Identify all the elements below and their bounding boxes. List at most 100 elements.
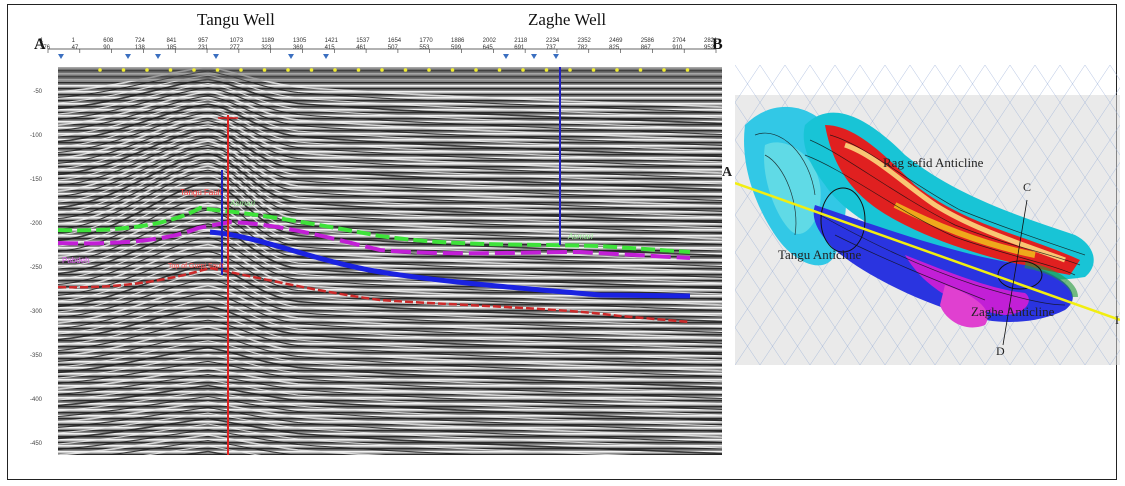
seismic-reflector	[58, 95, 722, 147]
seismic-reflector	[58, 152, 722, 224]
yellow-dot	[544, 68, 549, 72]
header-number: 2118	[514, 38, 528, 44]
seismic-reflector	[58, 298, 722, 350]
map-grid-line	[1084, 64, 1125, 126]
header-number: 1654	[387, 38, 402, 44]
depth-tick-label: -450	[29, 441, 42, 447]
seismic-reflector	[58, 115, 722, 174]
well-marker-dots	[98, 68, 690, 72]
yellow-dot	[309, 68, 314, 72]
trace-header	[47, 48, 717, 59]
seismic-reflector	[58, 384, 722, 422]
header-number: 1421	[324, 38, 338, 44]
header-number: 1770	[419, 38, 433, 44]
tangu-fault-label: Tangu Fault	[180, 188, 222, 197]
seismic-reflector	[58, 340, 722, 383]
gurpi-fault-label: Top of Gurpi Fault	[168, 263, 224, 270]
seismic-reflector	[58, 157, 722, 229]
seismic-reflector	[58, 78, 722, 125]
yellow-dot	[168, 68, 173, 72]
well-marker-icon	[503, 54, 509, 59]
yellow-dot	[145, 68, 149, 72]
seismic-reflector	[58, 271, 722, 328]
asmari-label-right: Asmari	[568, 232, 593, 241]
header-number: 2704	[672, 38, 686, 44]
map-grid-line	[1034, 64, 1125, 201]
seismic-reflector	[58, 360, 722, 400]
seismic-reflector	[58, 319, 722, 367]
trace-number: 415	[324, 45, 335, 51]
seismic-reflector	[58, 144, 722, 213]
seismic-reflector	[58, 124, 722, 185]
section-line-cd	[1002, 199, 1028, 346]
header-number: 2821	[704, 38, 718, 44]
yellow-dot	[333, 68, 337, 72]
pabdeh-label: Pabdeh	[62, 256, 90, 265]
header-number: 1073	[229, 38, 244, 44]
seismic-reflector	[58, 292, 722, 345]
trace-number: 90	[103, 45, 110, 51]
well-marker-icon	[155, 54, 161, 59]
seismic-reflector	[58, 395, 722, 433]
header-number: 2586	[640, 38, 655, 44]
yellow-dot	[450, 68, 455, 72]
trace-number: 867	[640, 45, 651, 51]
rag-sefid-label: Rag sefid Anticline	[883, 155, 984, 170]
seismic-reflector	[104, 439, 299, 455]
seismic-reflector	[58, 434, 386, 455]
yellow-dot	[121, 68, 126, 72]
header-number: 2352	[577, 38, 591, 44]
map-grid-line	[1084, 304, 1125, 366]
seismic-reflector	[58, 82, 722, 130]
seismic-reflector	[58, 237, 722, 301]
seismic-reflector	[58, 428, 496, 455]
trace-number: 507	[387, 45, 398, 51]
section-line-ab	[734, 181, 1121, 322]
header-number: 1305	[292, 38, 307, 44]
trace-number: 369	[292, 45, 303, 51]
seismic-reflector	[58, 165, 722, 240]
seismic-reflector	[58, 216, 722, 284]
header-number: 1886	[451, 38, 465, 44]
seismic-reflector	[58, 175, 722, 251]
seismic-reflector	[58, 107, 722, 163]
tangu-anticline-outline	[820, 187, 866, 253]
yellow-dot	[215, 68, 220, 72]
seismic-reflector	[58, 87, 722, 136]
yellow-dot	[591, 68, 596, 72]
seismic-reflector	[58, 209, 722, 279]
trace-number: 599	[451, 45, 462, 51]
header-number: 1537	[356, 38, 370, 44]
seismic-reflector	[58, 406, 722, 444]
header-number: 608	[103, 38, 114, 44]
yellow-dot	[638, 68, 643, 72]
zaghe-well-title: Zaghe Well	[528, 10, 607, 29]
yellow-dot	[239, 68, 243, 72]
yellow-dot	[403, 68, 408, 72]
seismic-section	[58, 67, 722, 455]
seismic-reflector	[58, 417, 722, 455]
trace-number: 782	[577, 45, 588, 51]
well-marker-icon	[531, 54, 537, 59]
yellow-dot	[497, 68, 502, 72]
header-number: 841	[166, 38, 177, 44]
green-horizon	[57, 205, 691, 254]
header-number: 1189	[261, 38, 275, 44]
seismic-reflector	[58, 136, 722, 202]
structure-map: Rag sefid Anticline Tangu Anticline Zagh…	[484, 64, 1125, 366]
depth-tick-label: -50	[33, 89, 42, 95]
header-number: 957	[198, 38, 209, 44]
seismic-reflector	[58, 390, 722, 427]
yellow-dot	[615, 68, 619, 72]
depth-tick-label: -400	[29, 397, 42, 403]
seismic-reflector	[58, 103, 722, 158]
seismic-reflector	[58, 373, 722, 411]
zaghe-anticline-outline	[997, 260, 1043, 290]
depth-tick-label: -250	[29, 265, 42, 271]
blue-horizon	[209, 229, 691, 299]
seismic-reflector	[58, 181, 722, 257]
trace-number: 825	[609, 45, 620, 51]
depth-tick-label: -150	[29, 177, 42, 183]
seismic-reflector	[58, 278, 722, 334]
